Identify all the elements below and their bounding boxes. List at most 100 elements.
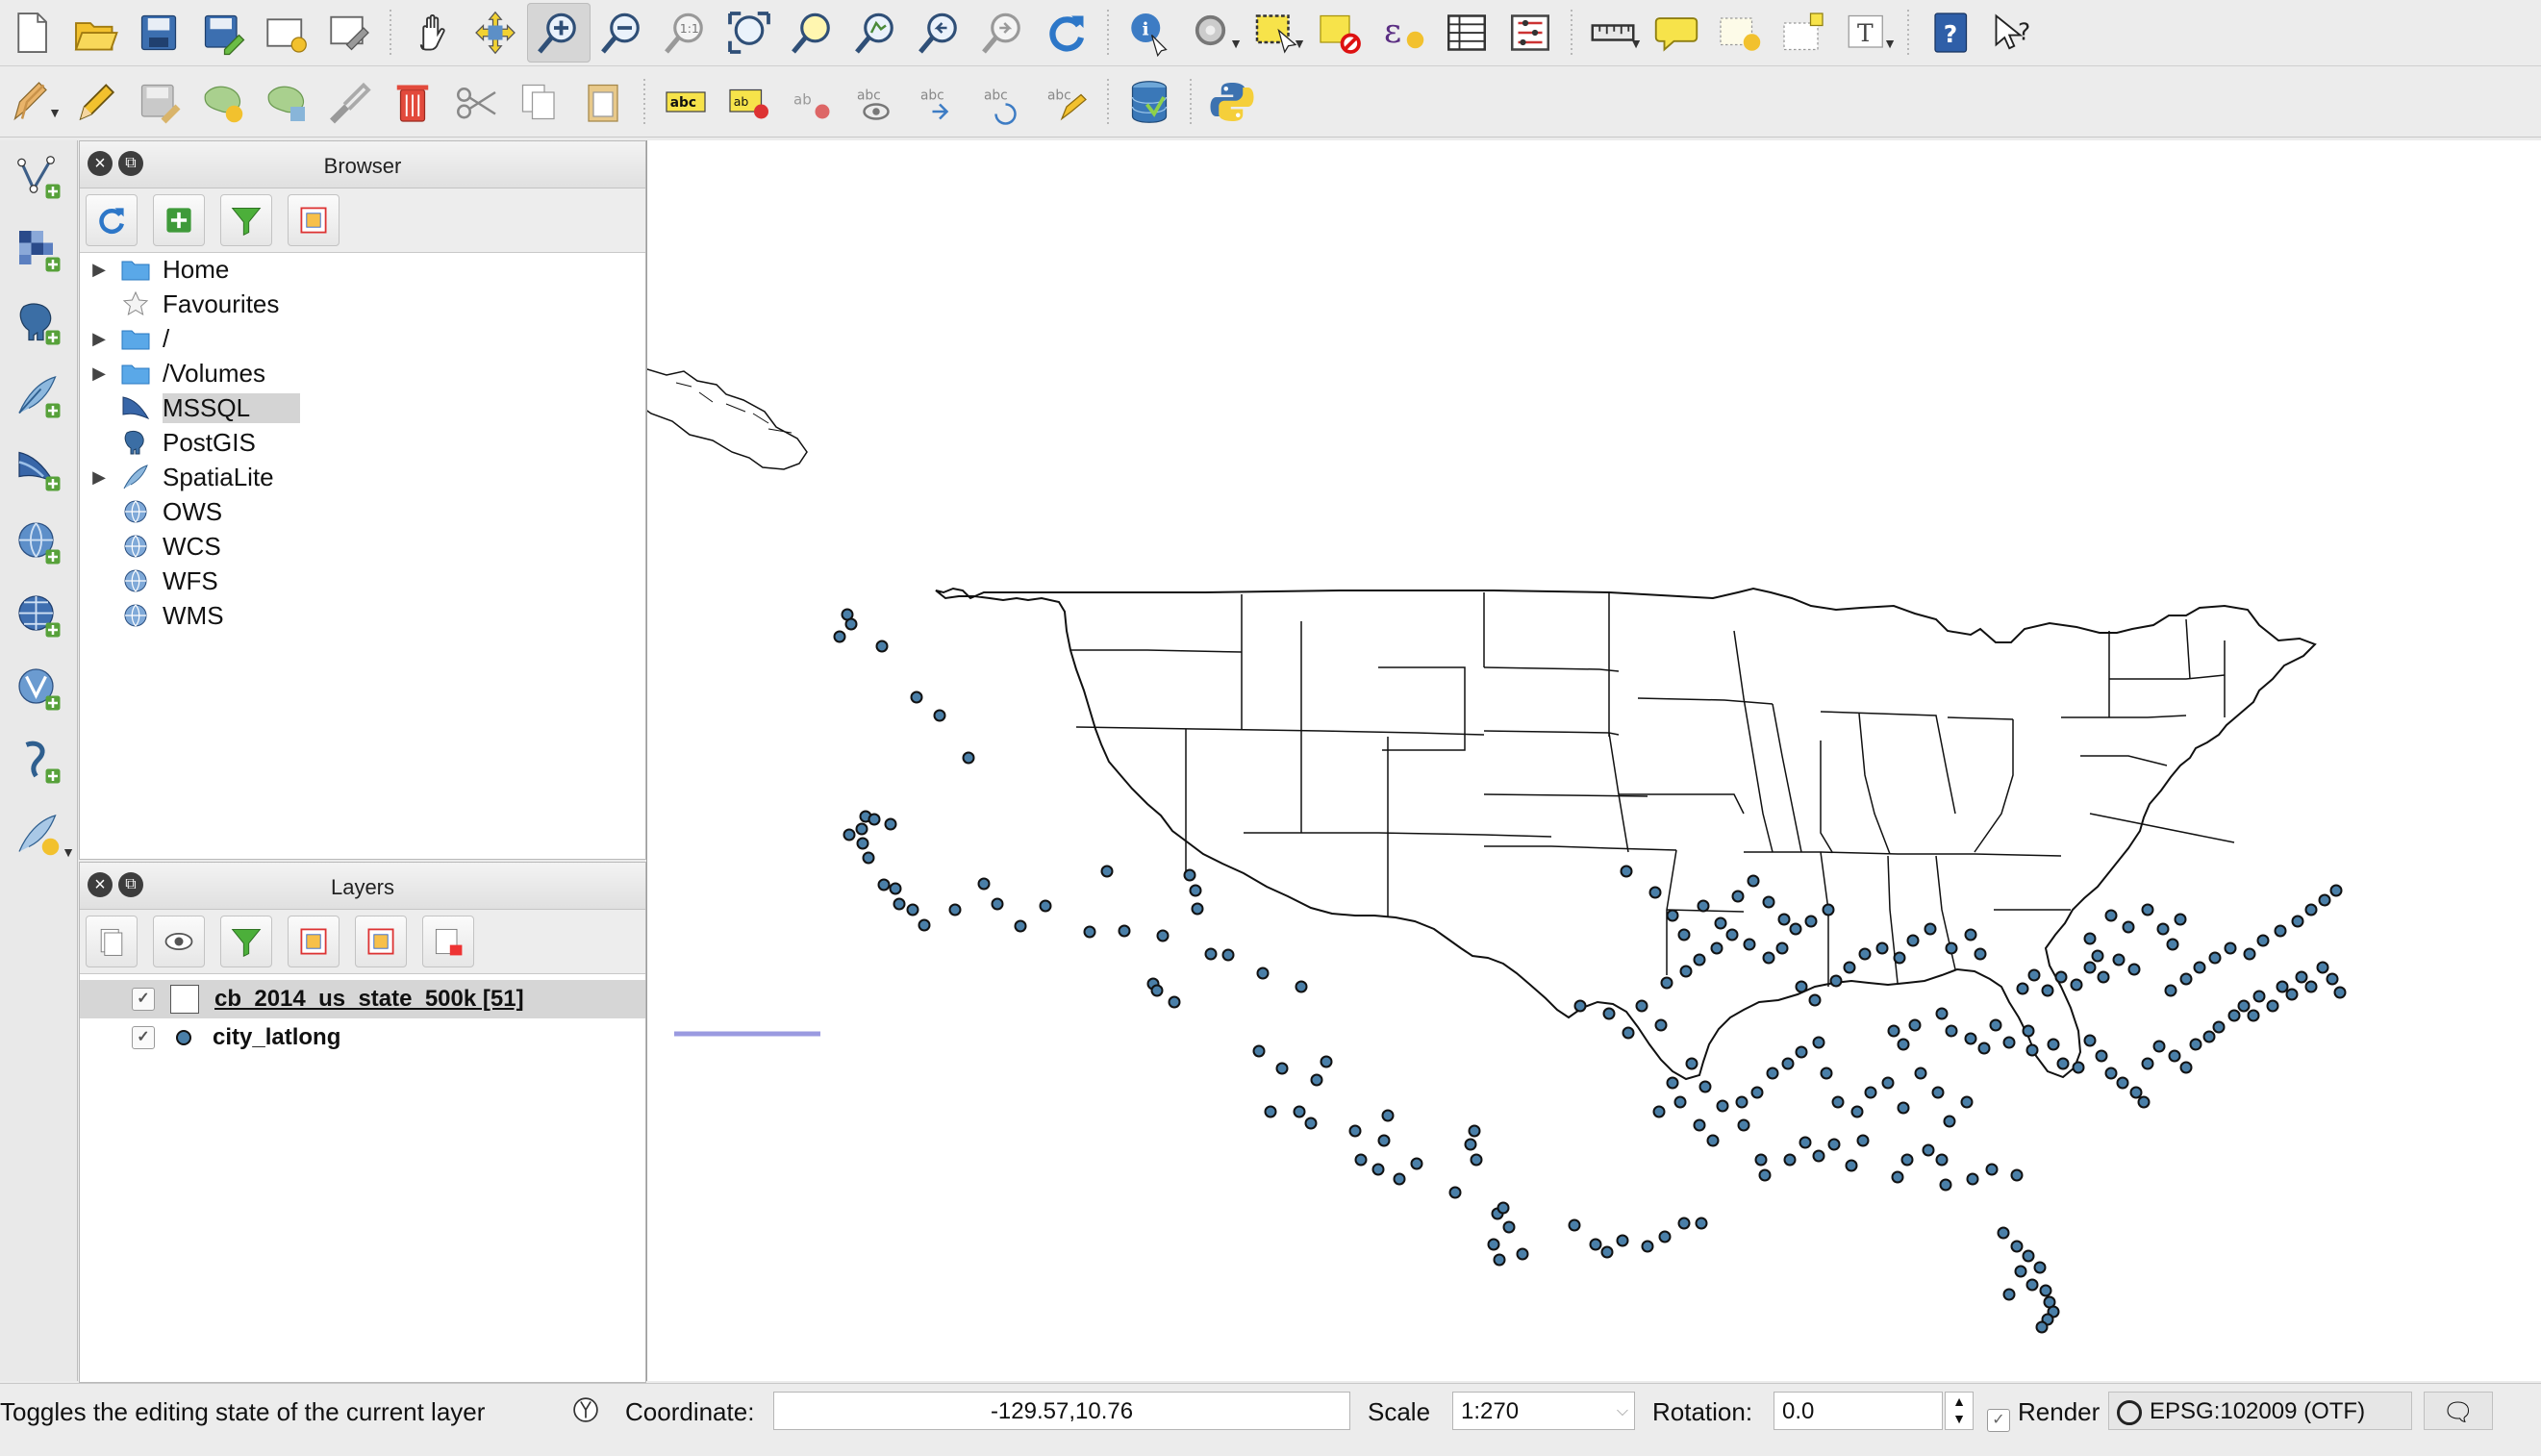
run-feature-action-icon[interactable]: ▼: [1181, 3, 1245, 63]
add-wfs-layer-icon[interactable]: [0, 652, 77, 725]
layer-visibility-checkbox[interactable]: ✓: [132, 1026, 155, 1049]
close-icon[interactable]: ×: [88, 872, 113, 897]
map-tips-icon[interactable]: [1645, 3, 1708, 63]
show-bookmarks-icon[interactable]: [1772, 3, 1835, 63]
db-manager-icon[interactable]: [1118, 72, 1181, 132]
pan-map-icon[interactable]: [400, 3, 464, 63]
zoom-last-icon[interactable]: [908, 3, 971, 63]
save-project-icon[interactable]: [127, 3, 190, 63]
render-checkbox[interactable]: ✓: [1987, 1401, 2010, 1432]
zoom-to-selection-icon[interactable]: [781, 3, 844, 63]
add-delimited-text-layer-icon[interactable]: [0, 725, 77, 798]
add-vector-layer-icon[interactable]: [0, 140, 77, 213]
layer-row[interactable]: ✓ cb_2014_us_state_500k [51]: [80, 980, 645, 1018]
rotate-label-icon[interactable]: abc: [971, 72, 1035, 132]
browser-item-wms[interactable]: WMS: [80, 599, 645, 632]
map-canvas[interactable]: [646, 140, 2541, 1381]
move-feature-icon[interactable]: [254, 72, 317, 132]
add-feature-icon[interactable]: [190, 72, 254, 132]
add-mssql-layer-icon[interactable]: [0, 433, 77, 506]
layer-visibility-checkbox[interactable]: ✓: [132, 988, 155, 1011]
float-panel-icon[interactable]: ⧉: [118, 151, 143, 176]
pan-to-selection-icon[interactable]: [464, 3, 527, 63]
refresh-icon[interactable]: [86, 194, 138, 246]
coordinate-field[interactable]: -129.57,10.76: [773, 1392, 1350, 1430]
browser-item-home[interactable]: ▶ Home: [80, 253, 645, 286]
attribute-table-icon[interactable]: [1435, 3, 1498, 63]
move-label-icon[interactable]: abc: [908, 72, 971, 132]
expand-arrow-icon[interactable]: ▶: [92, 259, 106, 279]
statistics-icon[interactable]: [1498, 3, 1562, 63]
new-project-icon[interactable]: [0, 3, 63, 63]
browser-item-favourites[interactable]: Favourites: [80, 288, 645, 320]
new-print-composer-icon[interactable]: [254, 3, 317, 63]
browser-item-[interactable]: ▶ /: [80, 322, 645, 355]
add-spatialite-layer-icon[interactable]: [0, 360, 77, 433]
field-calculator-icon[interactable]: ε: [1371, 3, 1435, 63]
save-as-icon[interactable]: [190, 3, 254, 63]
open-project-icon[interactable]: [63, 3, 127, 63]
browser-item-spatialite[interactable]: ▶ SpatiaLite: [80, 461, 645, 493]
pin-labels-icon[interactable]: ab: [717, 72, 781, 132]
highlight-pinned-labels-icon[interactable]: ab: [781, 72, 844, 132]
add-wcs-layer-icon[interactable]: [0, 579, 77, 652]
close-icon[interactable]: ×: [88, 151, 113, 176]
text-annotation-icon[interactable]: T ▼: [1835, 3, 1899, 63]
expand-arrow-icon[interactable]: ▶: [92, 466, 106, 487]
delete-selected-icon[interactable]: [381, 72, 444, 132]
new-bookmark-icon[interactable]: [1708, 3, 1772, 63]
expand-all-icon[interactable]: [288, 916, 340, 967]
browser-item-wfs[interactable]: WFS: [80, 565, 645, 597]
add-selected-layers-icon[interactable]: [153, 194, 205, 246]
add-wms-layer-icon[interactable]: [0, 506, 77, 579]
change-label-icon[interactable]: abc: [1035, 72, 1098, 132]
zoom-in-icon[interactable]: [527, 3, 591, 63]
python-console-icon[interactable]: [1200, 72, 1264, 132]
layer-row[interactable]: ✓ city_latlong: [80, 1018, 645, 1057]
show-hide-labels-icon[interactable]: abc: [844, 72, 908, 132]
browser-item-mssql[interactable]: MSSQL: [80, 391, 645, 424]
filter-legend-icon[interactable]: [220, 916, 272, 967]
cut-features-icon[interactable]: [444, 72, 508, 132]
toggle-editing-icon[interactable]: [63, 72, 127, 132]
layer-labeling-icon[interactable]: abc: [654, 72, 717, 132]
browser-item-ows[interactable]: OWS: [80, 495, 645, 528]
collapse-all-icon[interactable]: [288, 194, 340, 246]
save-layer-edits-icon[interactable]: [127, 72, 190, 132]
zoom-to-layer-icon[interactable]: [844, 3, 908, 63]
refresh-icon[interactable]: [1035, 3, 1098, 63]
identify-features-icon[interactable]: i: [1118, 3, 1181, 63]
filter-icon[interactable]: [220, 194, 272, 246]
add-postgis-layer-icon[interactable]: [0, 287, 77, 360]
deselect-features-icon[interactable]: [1308, 3, 1371, 63]
new-shapefile-layer-icon[interactable]: ▼: [0, 798, 77, 871]
zoom-full-icon[interactable]: [717, 3, 781, 63]
browser-item-wcs[interactable]: WCS: [80, 530, 645, 563]
expand-arrow-icon[interactable]: ▶: [92, 328, 106, 348]
manage-layer-visibility-icon[interactable]: [86, 916, 138, 967]
eye-icon[interactable]: [153, 916, 205, 967]
browser-item-postgis[interactable]: PostGIS: [80, 426, 645, 459]
rotation-field[interactable]: 0.0: [1774, 1392, 1943, 1430]
add-raster-layer-icon[interactable]: [0, 213, 77, 287]
messages-button[interactable]: 🗨: [2424, 1392, 2493, 1430]
scale-combobox[interactable]: 1:270 ⌵: [1452, 1392, 1635, 1430]
zoom-out-icon[interactable]: [591, 3, 654, 63]
zoom-native-icon[interactable]: 1:1: [654, 3, 717, 63]
node-tool-icon[interactable]: [317, 72, 381, 132]
paste-features-icon[interactable]: [571, 72, 635, 132]
measure-line-icon[interactable]: ▼: [1581, 3, 1645, 63]
copy-features-icon[interactable]: [508, 72, 571, 132]
rotation-stepper[interactable]: ▲ ▼: [1945, 1392, 1974, 1430]
help-contents-icon[interactable]: ?: [1918, 3, 1981, 63]
expand-arrow-icon[interactable]: ▶: [92, 363, 106, 383]
collapse-all-icon[interactable]: [355, 916, 407, 967]
current-edits-icon[interactable]: ▼: [0, 72, 63, 132]
select-features-icon[interactable]: ▼: [1245, 3, 1308, 63]
whats-this-icon[interactable]: ?: [1981, 3, 2045, 63]
mouse-coordinates-toggle-icon[interactable]: [569, 1393, 602, 1433]
zoom-next-icon[interactable]: [971, 3, 1035, 63]
float-panel-icon[interactable]: ⧉: [118, 872, 143, 897]
crs-button[interactable]: EPSG:102009 (OTF): [2108, 1392, 2412, 1430]
remove-layer-icon[interactable]: [422, 916, 474, 967]
